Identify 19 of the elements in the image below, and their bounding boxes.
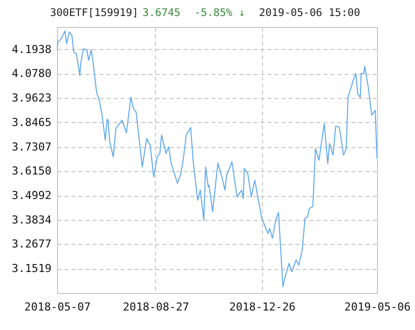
y-tick-label: 4.1938 bbox=[12, 42, 52, 56]
x-tick-label: 2019-05-06 bbox=[344, 300, 411, 314]
y-tick-label: 3.2677 bbox=[12, 238, 52, 251]
text: -5.85% ↓ bbox=[194, 7, 246, 19]
y-tick-label: 3.9623 bbox=[12, 92, 52, 105]
text: 2019-05-06 15:00 bbox=[259, 7, 360, 19]
chart-title: 300ETF[159919] bbox=[50, 7, 139, 19]
y-tick-label: 3.1519 bbox=[12, 262, 52, 276]
x-tick-label: 2018-05-07 bbox=[24, 300, 91, 314]
text: 3.6745 bbox=[142, 7, 180, 19]
y-tick-label: 3.7307 bbox=[12, 140, 52, 154]
y-tick-label: 3.4992 bbox=[12, 189, 52, 202]
x-tick-label: 2018-12-26 bbox=[229, 300, 296, 314]
x-tick-label: 2018-08-27 bbox=[122, 300, 190, 314]
line-series bbox=[57, 30, 377, 288]
y-tick-label: 4.0780 bbox=[12, 67, 52, 80]
y-tick-label: 3.3834 bbox=[12, 213, 52, 226]
y-tick-label: 3.6150 bbox=[12, 164, 52, 178]
y-tick-label: 3.8465 bbox=[12, 116, 52, 129]
